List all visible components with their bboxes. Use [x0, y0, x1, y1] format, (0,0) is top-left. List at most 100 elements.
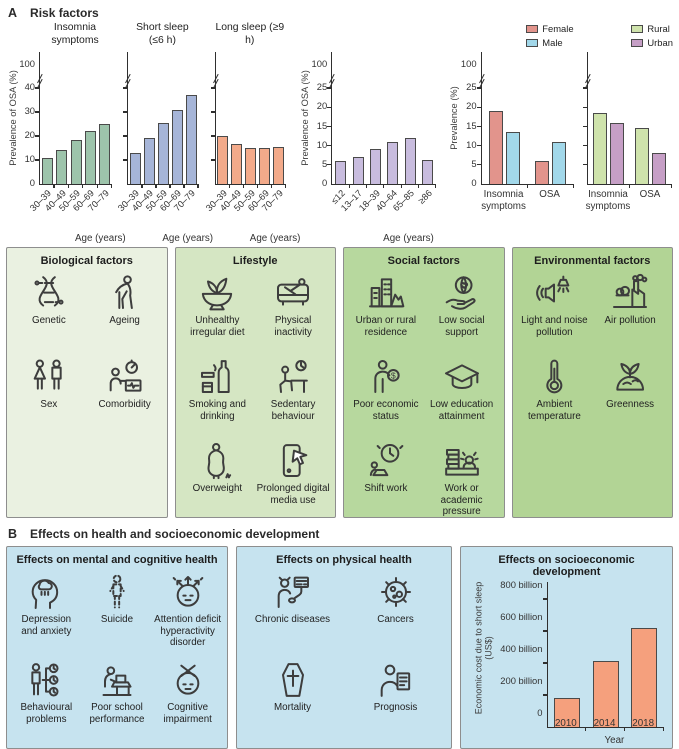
bar-slot [401, 52, 418, 184]
greenness-icon [610, 357, 650, 397]
item-label: Mortality [273, 702, 312, 713]
item-label: Ageing [109, 315, 140, 326]
osa-by-age-chart: Prevalence of OSA (%) 0 5 10 15 20 25 100 ≤12 13–… [298, 22, 440, 244]
x-axis-tick [365, 184, 368, 188]
x-axis-tick [256, 184, 258, 188]
bars [482, 52, 574, 184]
factor-item: Overweight [193, 441, 242, 517]
item-label: Smoking and drinking [188, 399, 246, 422]
comorbidity-icon [105, 357, 145, 397]
bar [631, 627, 658, 727]
factor-item: Physical inactivity [256, 273, 330, 357]
x-tick-label: 2014 [593, 718, 616, 729]
bars [216, 52, 286, 184]
bar [506, 132, 521, 184]
x-axis-tick [155, 184, 157, 188]
y-axis-tick [476, 164, 482, 166]
plot-row: Prevalence of OSA (%) 0 5 10 15 20 25 100 [298, 52, 440, 188]
y-axis-tick [542, 662, 548, 664]
y-tick-label: 20 [316, 100, 328, 112]
item-label: Poor economic status [353, 399, 419, 422]
bars [40, 52, 112, 184]
economic-cost-chart: Economic cost due to short sleep (US$) 0 2… [471, 580, 664, 748]
factor-box-1: Lifestyle Unhealthy irregular diet Physica… [174, 247, 336, 518]
bars [548, 582, 664, 727]
svg-text:$: $ [391, 371, 396, 381]
bar [84, 131, 96, 184]
x-axis-tick [242, 184, 244, 188]
bar-slot [384, 52, 401, 184]
social-support-icon [442, 273, 482, 313]
cancers-icon [376, 572, 416, 612]
x-axis-tick [67, 184, 69, 188]
air-pollution-icon [610, 273, 650, 313]
factor-item: Light and noise pollution [517, 273, 591, 357]
urban-rural-icon [366, 273, 406, 313]
icon-grid: Light and noise pollution Air pollution Am… [513, 271, 673, 443]
factor-item: Air pollution [605, 273, 656, 357]
y-tick-labels: 0 10 20 30 40 100 [19, 52, 39, 189]
item-label: Shift work [364, 483, 408, 494]
item-label: Unhealthy irregular diet [190, 315, 245, 338]
x-tick-label: OSA [639, 189, 661, 200]
x-tick-label: OSA [539, 189, 560, 200]
plot-area [476, 52, 574, 188]
effect-boxes: Effects on mental and cognitive health De… [0, 543, 679, 749]
legend-swatch [526, 38, 539, 47]
plot-row [121, 52, 201, 188]
y-axis-tick [476, 145, 482, 147]
bar-slot [142, 52, 156, 184]
item-label: Genetic [31, 315, 66, 326]
unhealthy-diet-icon [197, 273, 237, 313]
bar-slot [586, 582, 625, 727]
sex-comparison-chart: Female Male Prevalence (%) 0 5 10 15 20 25 100 Ins… [448, 22, 574, 242]
x-axis-tick [284, 184, 286, 188]
bar-slot [419, 52, 436, 184]
effect-box-1: Effects on physical health Chronic diseas… [236, 546, 452, 749]
y-tick-label: 0 [29, 177, 35, 189]
x-tick-labels: Insomnia symptoms OSA [586, 184, 671, 214]
factor-item: Low social support [425, 273, 499, 357]
bar [231, 144, 243, 184]
bar-slot [230, 52, 244, 184]
bar [352, 157, 364, 184]
plot-row [209, 52, 291, 188]
bar-slot [128, 52, 142, 184]
panel-b-header: B Effects on health and socioeconomic de… [0, 518, 679, 543]
x-axis-tick [270, 184, 272, 188]
chart-legend: Rural Urban [631, 23, 673, 48]
plot-area [35, 52, 113, 188]
x-axis-tick [228, 184, 230, 188]
economic-status-icon: $ [366, 357, 406, 397]
y-axis-label: Economic cost due to short sleep (US$) [473, 581, 494, 715]
x-tick-labels: ≤12 13–17 18–39 40–64 65–85 ≥86 [329, 184, 435, 228]
bar-slot [350, 52, 367, 184]
bar-slot [54, 52, 68, 184]
x-axis-label-row: Age (years) [121, 228, 213, 246]
x-tick-label: 2010 [554, 718, 577, 729]
box-title: Environmental factors [534, 255, 651, 267]
sedentary-behaviour-icon [273, 357, 313, 397]
legend-item: Urban [631, 37, 673, 48]
y-axis-tick [35, 159, 40, 161]
y-axis-break-label: 100 [19, 57, 35, 69]
factor-item: Low education attainment [425, 357, 499, 441]
x-axis-tick [417, 184, 420, 188]
bar-group [588, 52, 630, 184]
bar [143, 138, 155, 184]
bar [217, 136, 229, 184]
y-axis-tick [582, 125, 588, 127]
bar [489, 111, 504, 184]
y-tick-label: 15 [466, 119, 477, 131]
factor-item: Mortality [273, 660, 313, 748]
y-tick-label: 600 billion [500, 611, 543, 623]
ageing-icon [105, 273, 145, 313]
factor-item: Poor school performance [83, 660, 151, 748]
bar-group [482, 52, 528, 184]
x-tick-labels: 30–39 40–49 50–59 60–69 70–79 [204, 184, 285, 228]
plot-row: Economic cost due to short sleep (US$) 0 2… [471, 580, 664, 731]
sex-icon [29, 357, 69, 397]
bar [273, 147, 285, 184]
chart-legend: Female Male [526, 23, 574, 48]
factor-item: Suicide [97, 572, 137, 660]
